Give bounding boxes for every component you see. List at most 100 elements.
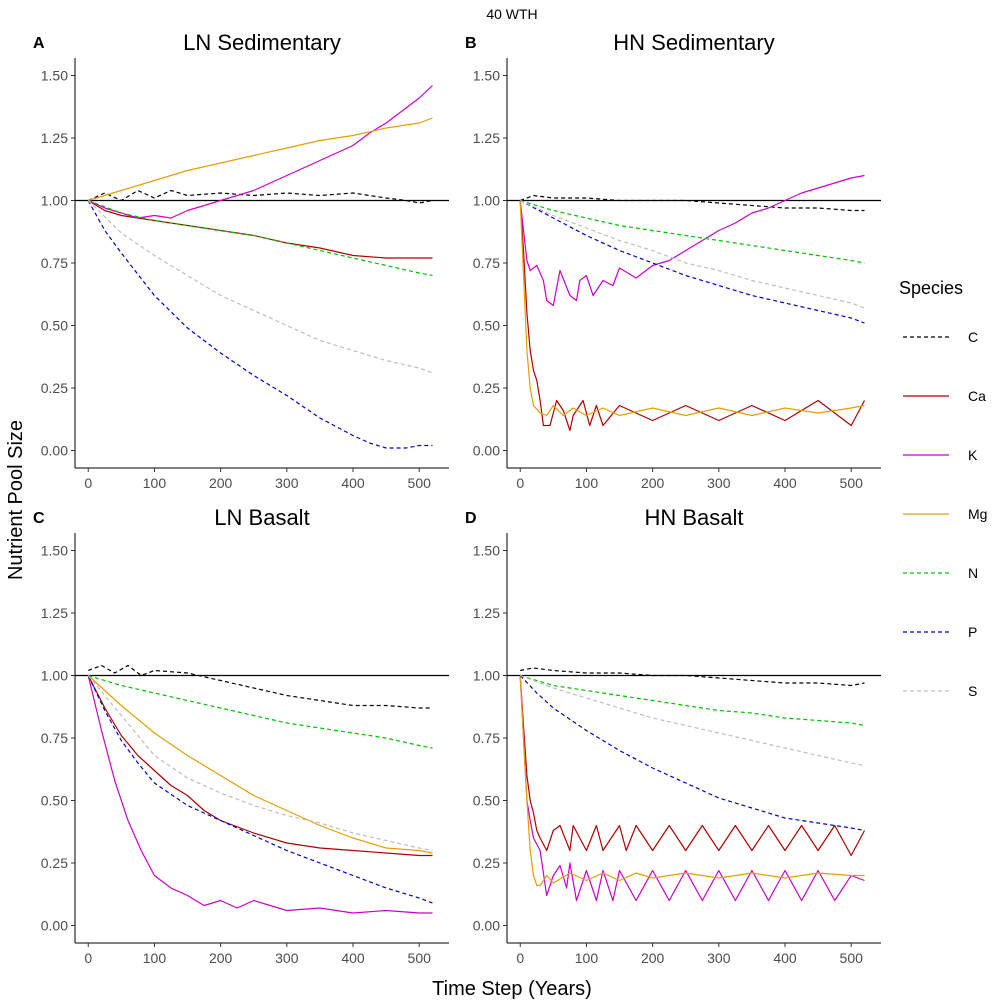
legend-item-mg: Mg [903, 506, 987, 522]
y-tick-label: 1.50 [473, 543, 500, 559]
legend-label: Mg [968, 506, 987, 522]
series-line-k [519, 174, 865, 307]
panel-A: A LN Sedimentary 0.00 0.25 0.50 0.75 1.00 1.25 1… [33, 30, 449, 491]
x-tick-label: 100 [143, 950, 167, 966]
y-tick-label: 1.50 [41, 543, 68, 559]
panel-D: D HN Basalt 0.00 0.25 0.50 0.75 1.00 1.25 1.50 0 1… [465, 505, 881, 966]
y-tick-label: 1.25 [41, 130, 68, 146]
y-tick-label: 0.25 [473, 855, 500, 871]
x-tick-label: 400 [341, 475, 365, 491]
panel-tag: A [33, 35, 45, 52]
series-line-mg [519, 200, 865, 417]
x-tick-label: 200 [641, 475, 665, 491]
y-tick-label: 0.50 [41, 793, 68, 809]
series-line-ca [519, 200, 866, 432]
y-tick-label: 1.25 [473, 605, 500, 621]
y-tick-label: 0.25 [41, 855, 68, 871]
panel-C: C LN Basalt 0.00 0.25 0.50 0.75 1.00 1.25 1.50 0 1… [33, 505, 449, 966]
series-line-ca [87, 675, 433, 857]
y-tick-label: 0.50 [41, 318, 68, 334]
x-tick-label: 500 [408, 475, 432, 491]
x-tick-label: 0 [84, 475, 92, 491]
panel-title: LN Basalt [214, 505, 309, 530]
y-tick-label: 0.50 [473, 793, 500, 809]
legend-item-p: P [903, 624, 977, 640]
legend-label: K [968, 447, 978, 463]
x-tick-label: 0 [516, 475, 524, 491]
series-line-s [519, 199, 865, 309]
y-tick-label: 1.50 [41, 68, 68, 84]
series-line-p [519, 675, 865, 832]
panel-tag: D [465, 510, 477, 527]
figure-supertitle: 40 WTH [486, 6, 537, 22]
series-line-p [87, 675, 433, 904]
y-tick-label: 0.00 [473, 918, 500, 934]
y-axis-title: Nutrient Pool Size [5, 420, 27, 580]
series-line-s [519, 674, 865, 767]
series-line-c [87, 664, 433, 709]
y-tick-label: 0.50 [473, 318, 500, 334]
legend-title: Species [899, 278, 963, 298]
y-tick-label: 0.00 [41, 918, 68, 934]
legend-item-c: C [903, 329, 978, 345]
x-tick-label: 300 [707, 950, 731, 966]
panel-tag: C [33, 510, 45, 527]
series-line-p [87, 200, 433, 449]
legend-label: S [968, 683, 977, 699]
y-tick-label: 1.25 [473, 130, 500, 146]
y-tick-label: 1.00 [41, 193, 68, 209]
panel-title: HN Sedimentary [613, 30, 774, 55]
panel-tag: B [465, 35, 477, 52]
series-line-k [519, 675, 865, 902]
y-tick-label: 0.75 [41, 730, 68, 746]
series-line-s [87, 200, 433, 374]
x-tick-label: 100 [575, 475, 599, 491]
legend-label: N [968, 565, 978, 581]
series-line-c [87, 189, 433, 204]
x-tick-label: 400 [773, 475, 797, 491]
legend-item-n: N [903, 565, 978, 581]
series-line-mg [88, 117, 433, 202]
legend-label: Ca [968, 388, 986, 404]
y-tick-label: 1.00 [473, 193, 500, 209]
y-tick-label: 0.00 [41, 443, 68, 459]
legend-item-k: K [903, 447, 978, 463]
chart-panels: A LN Sedimentary 0.00 0.25 0.50 0.75 1.00 1.25 1… [33, 30, 881, 966]
y-tick-label: 0.25 [41, 380, 68, 396]
series-line-n [520, 674, 865, 727]
y-tick-label: 1.00 [473, 668, 500, 684]
series-line-ca [519, 675, 866, 857]
legend-label: C [968, 329, 978, 345]
legend-items: C Ca K Mg N P S [903, 329, 987, 699]
y-tick-label: 0.75 [41, 255, 68, 271]
y-tick-label: 0.00 [473, 443, 500, 459]
series-line-n [88, 674, 433, 749]
x-tick-label: 0 [516, 950, 524, 966]
series-line-n [520, 199, 865, 264]
x-tick-label: 200 [209, 475, 233, 491]
x-tick-label: 500 [408, 950, 432, 966]
x-tick-label: 500 [840, 950, 864, 966]
y-tick-label: 1.00 [41, 668, 68, 684]
series-line-k [87, 675, 433, 914]
y-tick-label: 0.75 [473, 730, 500, 746]
legend-item-s: S [903, 683, 977, 699]
legend-label: P [968, 624, 977, 640]
series-line-k [87, 85, 433, 219]
series-line-mg [87, 675, 433, 854]
panel-title: LN Sedimentary [183, 30, 341, 55]
panel-B: B HN Sedimentary 0.00 0.25 0.50 0.75 1.00 1.25 1… [465, 30, 881, 491]
series-line-mg [519, 675, 865, 887]
x-tick-label: 100 [575, 950, 599, 966]
panel-title: HN Basalt [644, 505, 743, 530]
x-tick-label: 200 [209, 950, 233, 966]
x-tick-label: 0 [84, 950, 92, 966]
x-tick-label: 300 [275, 950, 299, 966]
x-tick-label: 500 [840, 475, 864, 491]
series-line-c [520, 667, 865, 687]
y-tick-label: 1.25 [41, 605, 68, 621]
legend: Species C Ca K Mg N P S [899, 278, 987, 699]
series-line-ca [87, 199, 433, 259]
x-tick-label: 200 [641, 950, 665, 966]
